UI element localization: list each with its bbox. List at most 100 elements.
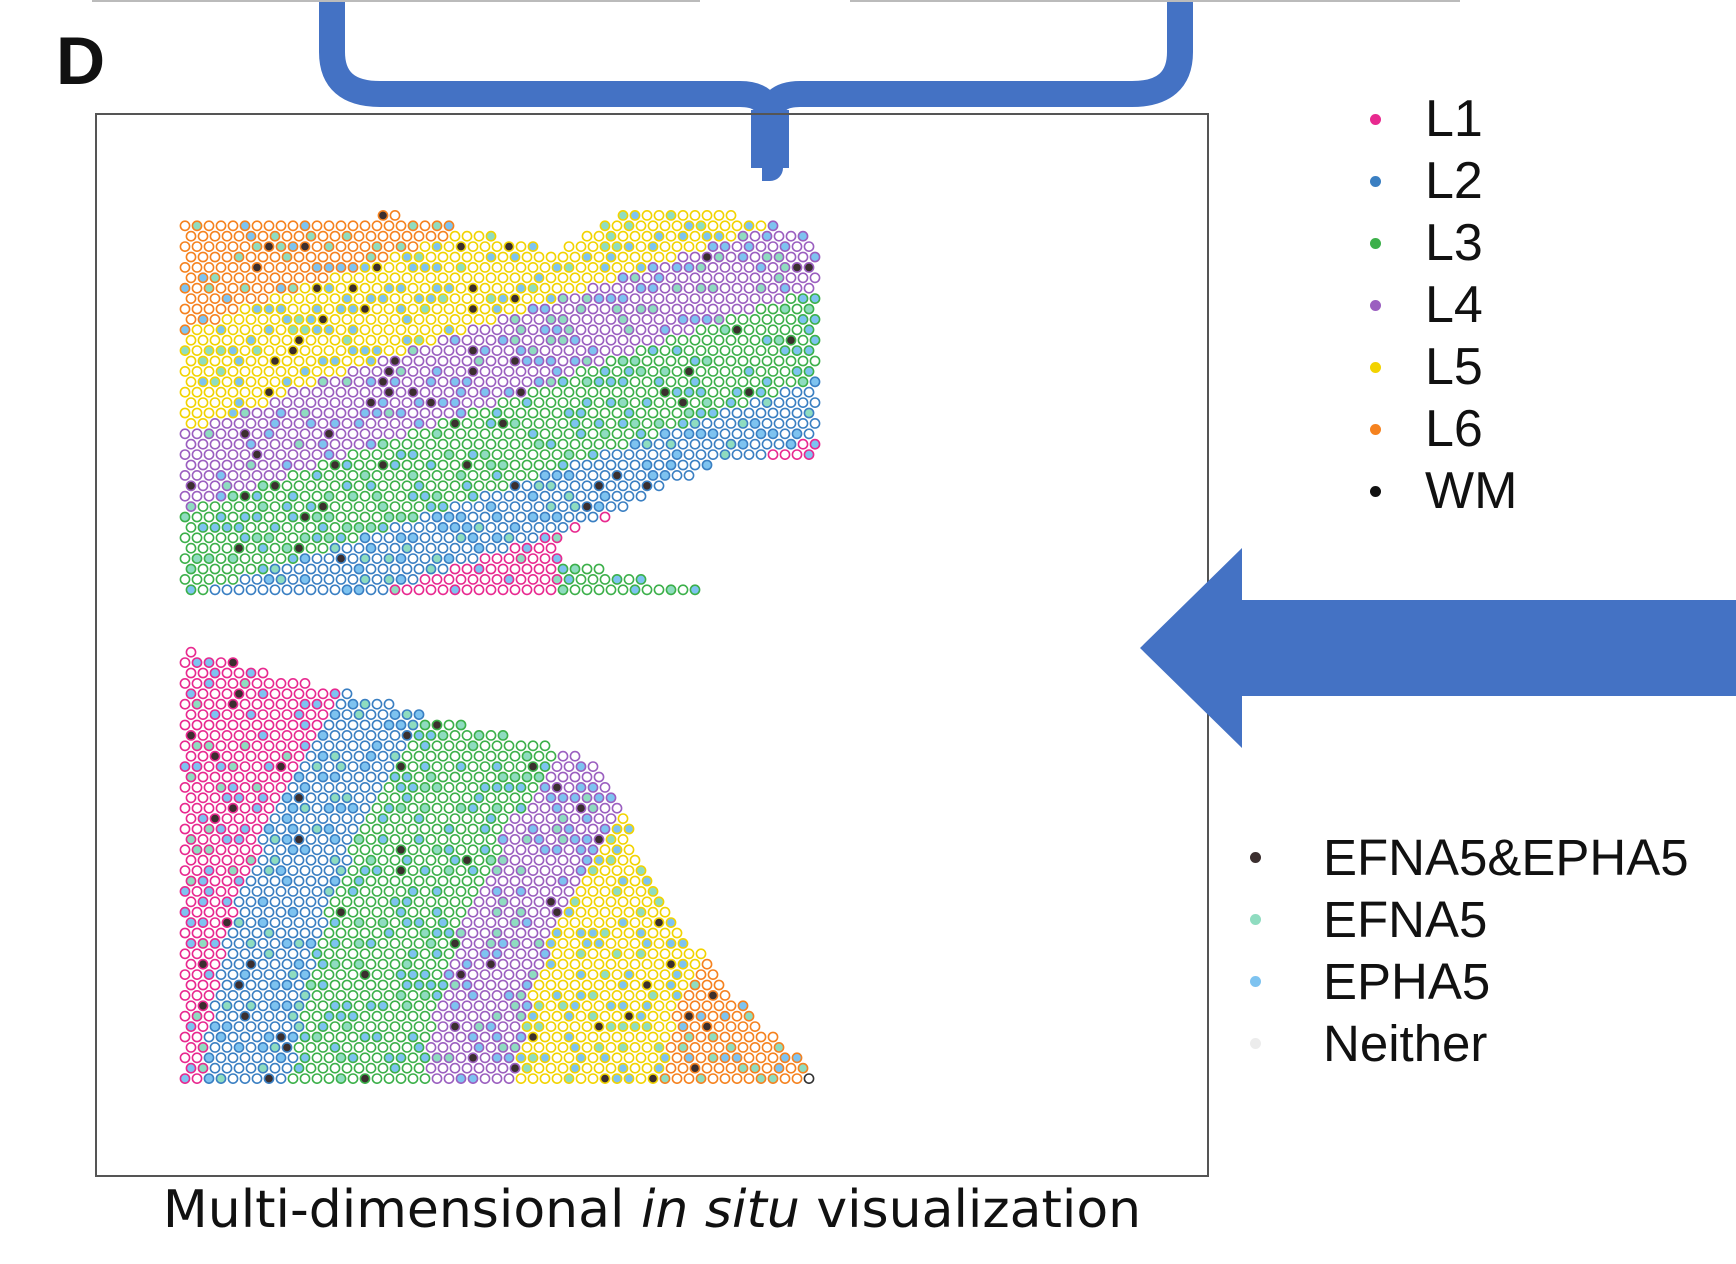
- spot: [629, 1062, 641, 1074]
- spot: [725, 397, 737, 408]
- spot: [413, 958, 425, 970]
- spot: [383, 990, 395, 1001]
- spot: [617, 1000, 629, 1012]
- spot: [383, 844, 395, 856]
- spot: [629, 938, 641, 949]
- spot: [659, 969, 671, 980]
- spot: [323, 886, 335, 897]
- spot: [665, 355, 677, 367]
- spot: [653, 438, 665, 450]
- spot: [503, 969, 515, 980]
- spot: [491, 823, 503, 835]
- spot: [281, 355, 293, 367]
- spot: [737, 313, 749, 325]
- spot: [257, 355, 269, 367]
- spot: [671, 428, 683, 440]
- spot: [515, 844, 527, 856]
- spot: [437, 313, 449, 325]
- spot: [593, 584, 605, 596]
- spot: [281, 501, 293, 512]
- spot: [413, 334, 425, 346]
- spot: [617, 230, 629, 242]
- spot: [479, 469, 491, 481]
- spot: [191, 532, 203, 544]
- spot: [497, 958, 509, 970]
- spot: [689, 293, 701, 304]
- spot: [275, 1052, 287, 1064]
- spot: [773, 376, 785, 388]
- spot: [563, 761, 575, 772]
- spot: [719, 345, 731, 356]
- spot: [773, 272, 785, 284]
- spot: [317, 376, 329, 388]
- spot: [197, 459, 209, 471]
- spot: [197, 480, 209, 492]
- spot: [233, 979, 245, 991]
- spot: [305, 709, 317, 720]
- spot: [203, 469, 215, 481]
- spot: [587, 303, 599, 315]
- spot: [719, 261, 731, 273]
- spot: [245, 355, 257, 367]
- spot: [395, 990, 407, 1001]
- spot: [269, 376, 281, 388]
- spot: [575, 948, 587, 960]
- spot: [551, 386, 563, 398]
- spot: [227, 553, 239, 564]
- spot: [617, 584, 629, 596]
- spot: [647, 886, 659, 897]
- spot: [545, 771, 557, 783]
- spot: [197, 709, 209, 720]
- spot: [407, 761, 419, 772]
- spot: [587, 990, 599, 1001]
- spot: [803, 282, 815, 294]
- spot: [365, 272, 377, 284]
- spot: [221, 355, 233, 367]
- spot: [425, 917, 437, 928]
- spot: [215, 428, 227, 440]
- spot: [305, 563, 317, 575]
- spot: [371, 490, 383, 502]
- spot: [413, 771, 425, 783]
- spot: [545, 896, 557, 908]
- spot: [443, 927, 455, 939]
- spot: [233, 293, 245, 304]
- spot: [659, 449, 671, 460]
- spot: [593, 1000, 605, 1012]
- spot: [785, 355, 797, 367]
- spot: [527, 574, 539, 585]
- spot: [623, 241, 635, 252]
- spot: [653, 376, 665, 388]
- spot: [749, 272, 761, 284]
- legend-dot: [1250, 975, 1261, 987]
- spot: [713, 1000, 725, 1012]
- spot: [197, 417, 209, 429]
- spot: [197, 938, 209, 949]
- spot: [689, 272, 701, 284]
- spot: [689, 397, 701, 408]
- spot: [359, 469, 371, 481]
- spot: [299, 802, 311, 814]
- spot: [221, 480, 233, 492]
- spot: [461, 1021, 473, 1032]
- spot: [401, 854, 413, 866]
- spot: [383, 407, 395, 419]
- spot: [587, 906, 599, 918]
- spot: [221, 938, 233, 949]
- spot: [617, 896, 629, 908]
- spot: [413, 584, 425, 596]
- spot: [617, 293, 629, 304]
- spot: [299, 678, 311, 689]
- spot: [323, 303, 335, 315]
- spot: [587, 927, 599, 939]
- spot: [407, 1073, 419, 1084]
- spot: [473, 917, 485, 928]
- spot: [461, 584, 473, 596]
- spot: [305, 313, 317, 325]
- spot: [269, 1021, 281, 1032]
- spot: [275, 990, 287, 1001]
- spot: [641, 438, 653, 450]
- spot: [299, 1073, 311, 1084]
- spot: [263, 823, 275, 835]
- spot: [515, 886, 527, 897]
